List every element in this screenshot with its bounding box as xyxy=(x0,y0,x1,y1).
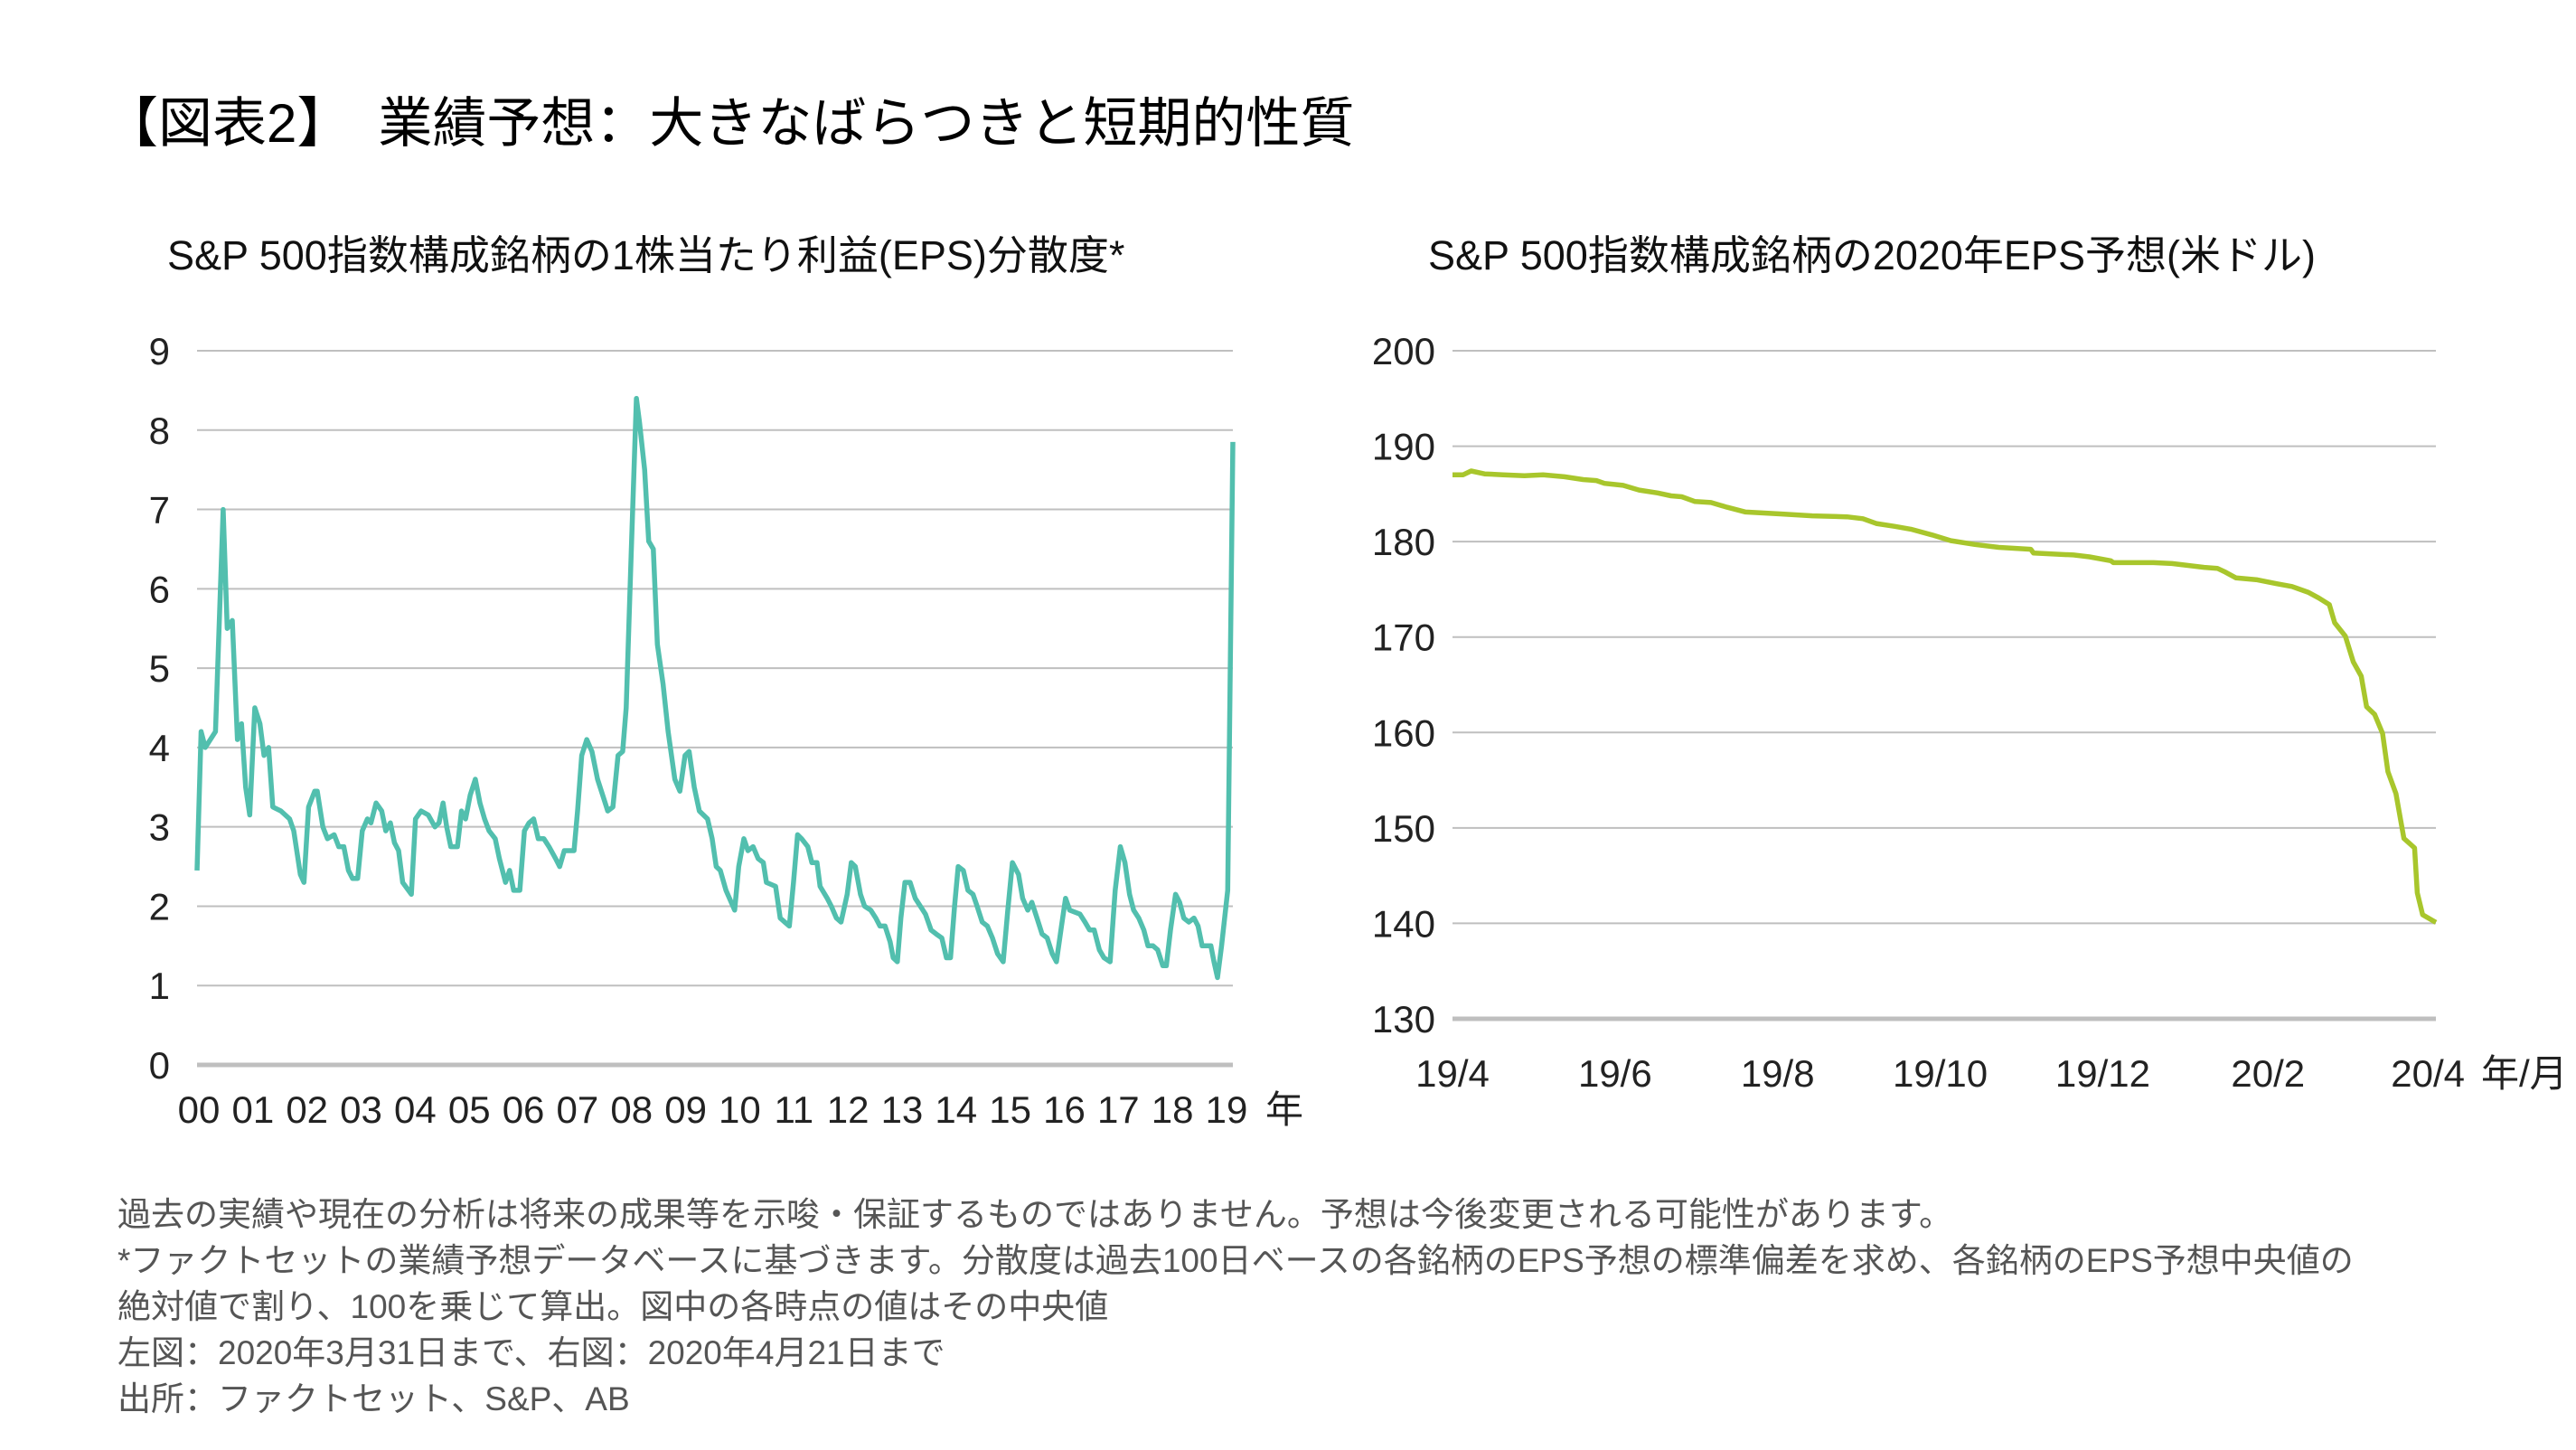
footnote-dates: 左図：2020年3月31日まで、右図：2020年4月21日まで xyxy=(118,1334,945,1371)
x-tick-label: 06 xyxy=(503,1088,545,1131)
y-tick-label: 2 xyxy=(149,885,170,927)
x-tick-label: 04 xyxy=(394,1088,437,1131)
x-tick-label: 16 xyxy=(1043,1088,1086,1131)
y-tick-label: 1 xyxy=(149,965,170,1007)
y-tick-label: 150 xyxy=(1372,807,1435,850)
page-title: 【図表2】 業績予想：大きなばらつきと短期的性質 xyxy=(104,93,1355,154)
x-tick-label: 17 xyxy=(1097,1088,1140,1131)
x-tick-label: 14 xyxy=(935,1088,977,1131)
x-tick-label: 19/10 xyxy=(1893,1052,1988,1095)
x-tick-label: 19/8 xyxy=(1741,1052,1815,1095)
x-tick-label: 10 xyxy=(719,1088,761,1131)
x-tick-label: 07 xyxy=(557,1088,599,1131)
footnotes: 過去の実績や現在の分析は将来の成果等を示唆・保証するものではありません。予想は今… xyxy=(118,1191,2354,1422)
x-tick-label: 15 xyxy=(989,1088,1031,1131)
x-tick-label: 09 xyxy=(664,1088,707,1131)
y-tick-label: 9 xyxy=(149,330,170,372)
y-tick-label: 4 xyxy=(149,727,170,769)
y-tick-label: 190 xyxy=(1372,426,1435,468)
x-tick-label: 00 xyxy=(178,1088,221,1131)
x-tick-label: 01 xyxy=(231,1088,274,1131)
right-chart-eps-forecast: 130 140 150 160 170 180 190 200 19/4 19/6 19/8 19/1… xyxy=(1372,330,2568,1095)
y-tick-label: 3 xyxy=(149,806,170,849)
x-tick-label: 05 xyxy=(448,1088,491,1131)
y-tick-label: 6 xyxy=(149,568,170,610)
x-tick-label: 19/6 xyxy=(1578,1052,1652,1095)
y-tick-label: 160 xyxy=(1372,711,1435,754)
x-tick-label: 20/2 xyxy=(2231,1052,2305,1095)
y-tick-label: 200 xyxy=(1372,330,1435,372)
x-tick-label: 12 xyxy=(827,1088,870,1131)
y-tick-label: 130 xyxy=(1372,998,1435,1040)
x-axis-unit-label: 年 xyxy=(1265,1088,1303,1131)
x-tick-label: 11 xyxy=(774,1088,813,1131)
x-tick-label: 08 xyxy=(610,1088,653,1131)
x-tick-label: 03 xyxy=(340,1088,382,1131)
y-tick-label: 140 xyxy=(1372,902,1435,945)
left-chart-title: S&P 500指数構成銘柄の1株当たり利益(EPS)分散度* xyxy=(167,232,1125,278)
data-series-line xyxy=(194,395,1236,981)
y-tick-label: 180 xyxy=(1372,521,1435,563)
y-tick-label: 5 xyxy=(149,647,170,690)
right-chart-title: S&P 500指数構成銘柄の2020年EPS予想(米ドル) xyxy=(1428,232,2316,278)
x-axis-unit-label: 年/月 xyxy=(2481,1052,2568,1095)
footnote-methodology-cont: 絶対値で割り、100を乗じて算出。図中の各時点の値はその中央値 xyxy=(118,1288,1109,1325)
footnote-methodology: *ファクトセットの業績予想データベースに基づきます。分散度は過去100日ベースの… xyxy=(118,1242,2354,1279)
x-tick-label: 19/12 xyxy=(2055,1052,2150,1095)
x-tick-label: 19 xyxy=(1206,1088,1248,1131)
x-tick-label: 19/4 xyxy=(1415,1052,1490,1095)
y-tick-label: 0 xyxy=(149,1044,170,1087)
x-tick-label: 02 xyxy=(286,1088,328,1131)
x-tick-label: 20/4 xyxy=(2391,1052,2465,1095)
y-tick-label: 170 xyxy=(1372,617,1435,659)
footnote-disclaimer: 過去の実績や現在の分析は将来の成果等を示唆・保証するものではありません。予想は今… xyxy=(118,1196,1953,1233)
data-series-line xyxy=(1453,468,2438,925)
x-tick-label: 13 xyxy=(881,1088,924,1131)
footnote-source: 出所：ファクトセット、S&P、AB xyxy=(118,1380,630,1417)
y-tick-label: 8 xyxy=(149,410,170,452)
x-tick-label: 18 xyxy=(1152,1088,1194,1131)
y-tick-label: 7 xyxy=(149,489,170,532)
